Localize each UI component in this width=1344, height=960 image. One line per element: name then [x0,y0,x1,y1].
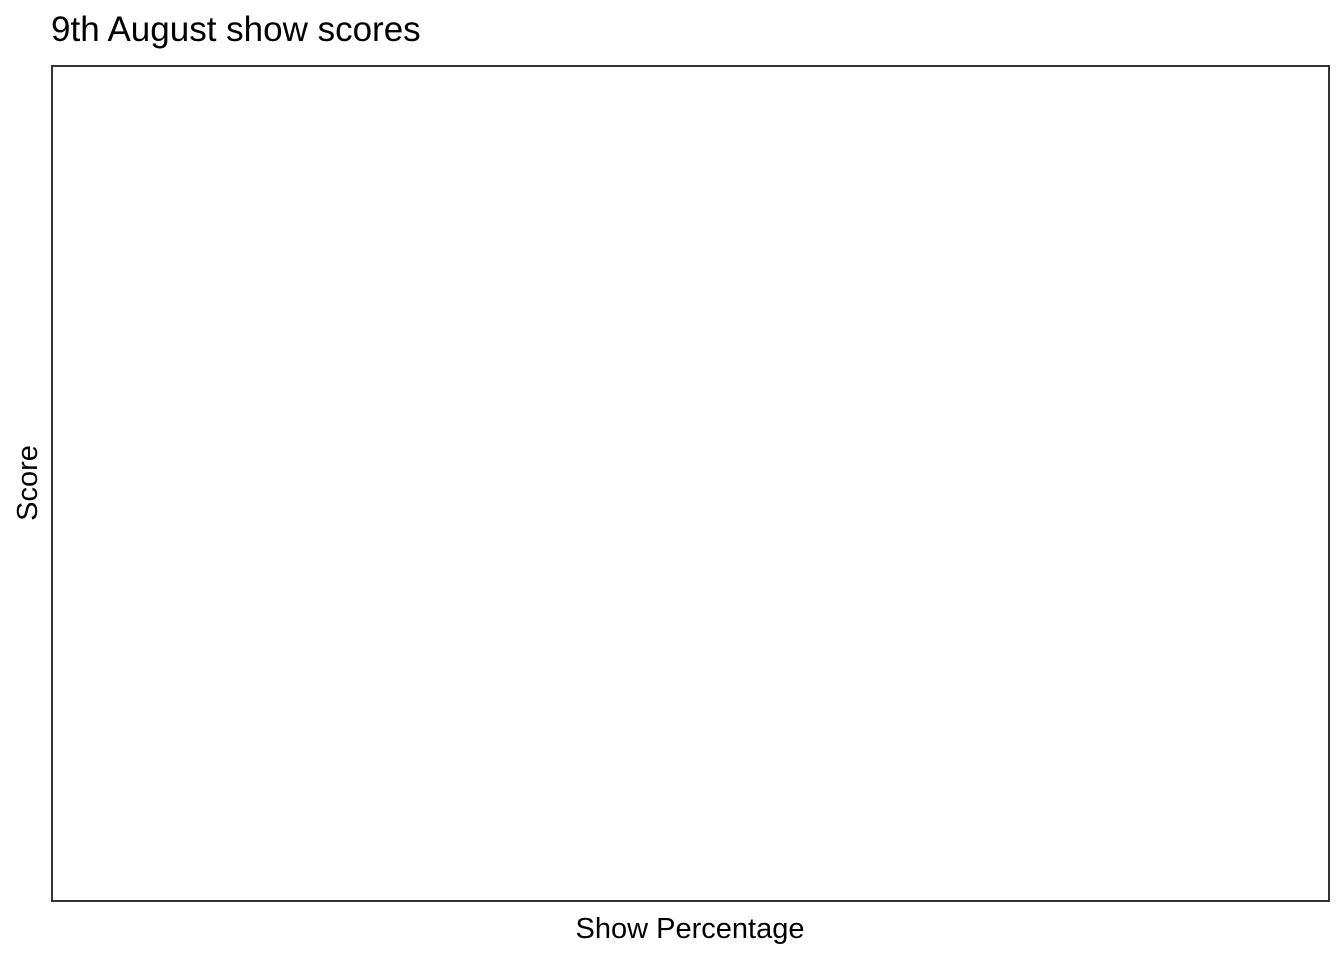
y-axis-label: Score [12,445,44,521]
chart-title: 9th August show scores [51,10,421,49]
x-axis-label: Show Percentage [576,913,805,945]
plot-panel [51,65,1330,902]
